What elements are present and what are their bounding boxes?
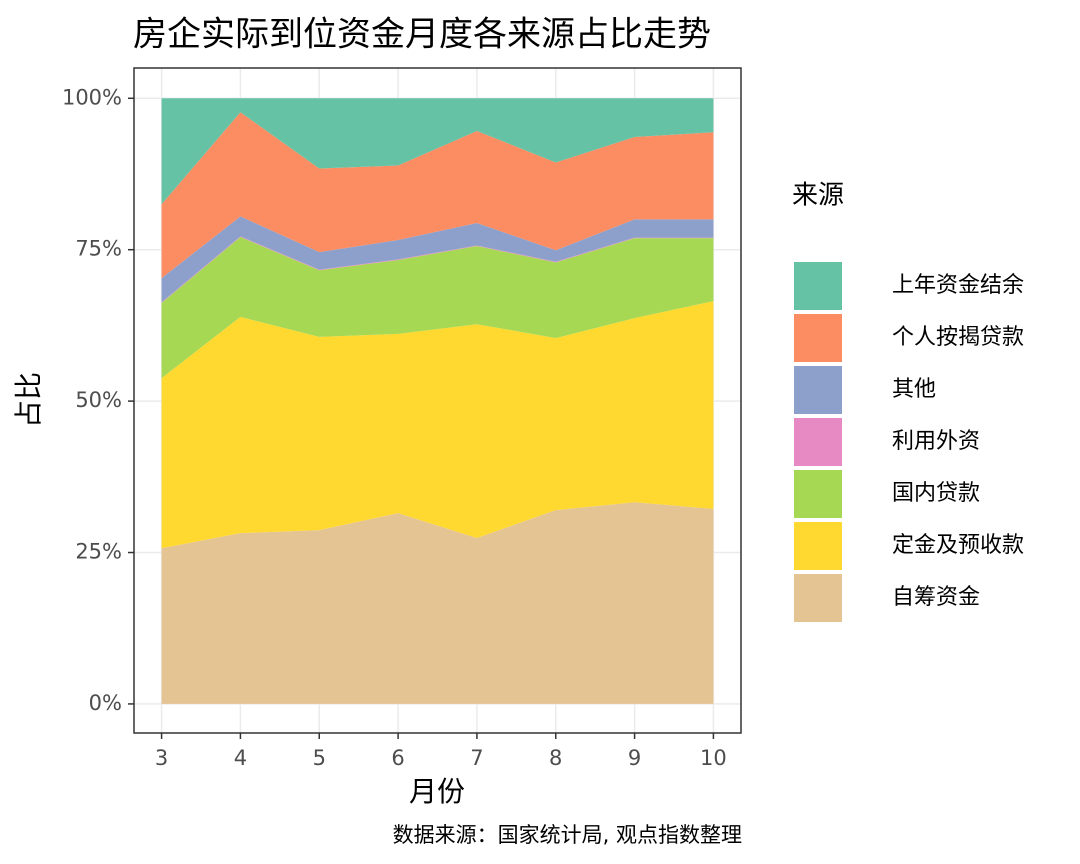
- legend-key: [794, 522, 842, 570]
- area: [161, 112, 714, 279]
- legend-label: 个人按揭贷款: [892, 325, 1024, 350]
- x-tick-label: 7: [470, 746, 483, 770]
- area: [161, 502, 714, 704]
- chart-title: 房企实际到位资金月度各来源占比走势: [133, 15, 711, 55]
- legend-key: [794, 574, 842, 622]
- legend-label: 利用外资: [892, 429, 980, 454]
- legend-key: [794, 366, 842, 414]
- area: [161, 236, 714, 379]
- y-tick-label: 50%: [75, 388, 122, 412]
- y-tick-label: 75%: [75, 237, 122, 261]
- legend-label: 国内贷款: [892, 481, 980, 506]
- x-tick-label: 3: [155, 746, 168, 770]
- caption: 数据来源：国家统计局, 观点指数整理: [393, 823, 742, 847]
- x-tick-label: 8: [549, 746, 562, 770]
- y-tick-label: 0%: [89, 691, 122, 715]
- plot-border: [133, 67, 742, 734]
- legend-key: [794, 470, 842, 518]
- legend-label: 其他: [892, 377, 936, 402]
- legend-label: 上年资金结余: [892, 273, 1024, 298]
- legend-key: [794, 418, 842, 466]
- x-tick-label: 4: [234, 746, 247, 770]
- y-tick-label: 25%: [75, 540, 122, 564]
- x-tick-label: 5: [313, 746, 326, 770]
- x-tick-label: 6: [391, 746, 404, 770]
- legend-label: 自筹资金: [892, 585, 980, 610]
- area: [161, 216, 714, 303]
- legend-key: [794, 262, 842, 310]
- x-tick-label: 9: [628, 746, 641, 770]
- area: [161, 98, 714, 205]
- x-tick-label: 10: [700, 746, 727, 770]
- legend-label: 定金及预收款: [892, 533, 1024, 558]
- area: [161, 301, 714, 549]
- legend-key: [794, 314, 842, 362]
- x-axis-label: 月份: [409, 775, 465, 808]
- y-axis-label: 占比: [12, 372, 45, 428]
- y-tick-label: 100%: [62, 85, 122, 109]
- legend-title: 来源: [792, 181, 844, 211]
